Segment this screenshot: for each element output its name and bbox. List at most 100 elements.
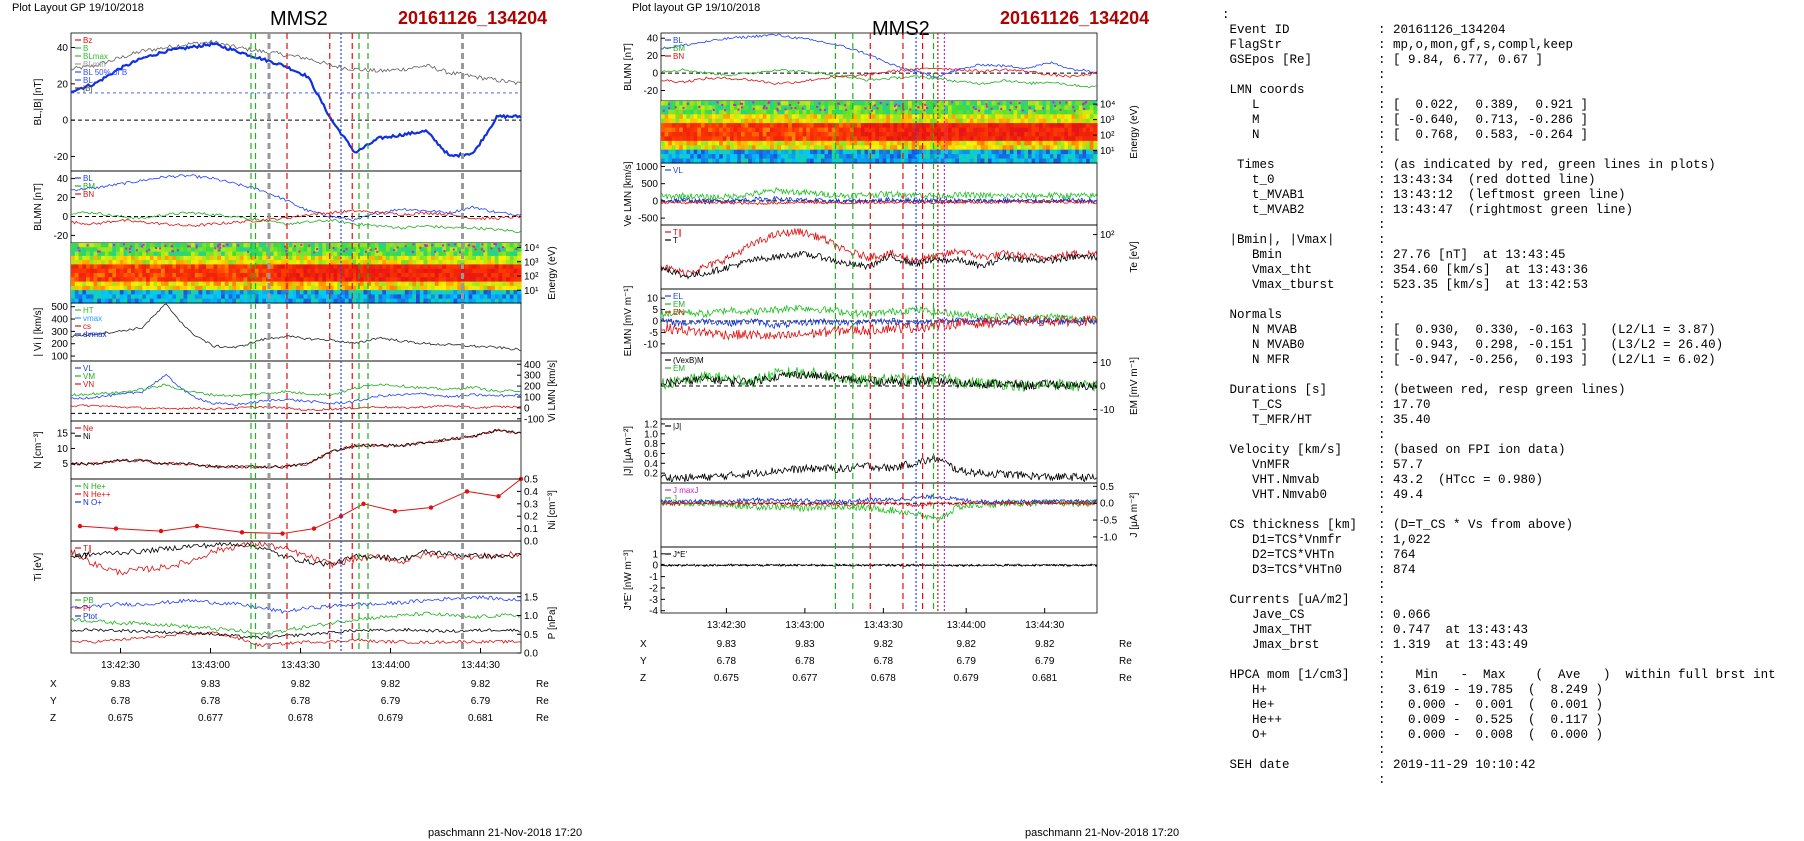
spectrogram-cell [71, 247, 76, 253]
spectrogram-cell [112, 247, 117, 253]
spectrogram-cell [893, 123, 898, 129]
spectrogram-cell [708, 105, 713, 111]
spectrogram-cell [940, 118, 945, 124]
spectrogram-cell [352, 268, 357, 274]
spectrogram-cell [1013, 132, 1018, 137]
legend-entry: N He+ [83, 482, 106, 491]
spectrogram-speckle [1072, 106, 1075, 109]
spectrogram-speckle [776, 107, 779, 110]
data-segment [498, 478, 522, 497]
spectrogram-cell [142, 281, 147, 287]
spectrogram-cell [386, 255, 391, 261]
spectrogram-cell [737, 154, 742, 160]
spectrogram-cell [864, 101, 869, 106]
spectrogram-cell [127, 285, 132, 291]
spectrogram-cell [740, 145, 746, 151]
spectrogram-cell [108, 277, 113, 283]
spectrogram-speckle [784, 108, 787, 111]
position-row-name: Y [640, 656, 647, 667]
spectrogram-cell [427, 285, 432, 291]
spectrogram-cell [97, 298, 102, 304]
spectrogram-speckle [741, 106, 744, 109]
spectrogram-cell [412, 273, 417, 278]
spectrogram-cell [198, 247, 203, 253]
spectrogram-cell [1035, 118, 1040, 124]
spectrogram-cell [875, 114, 880, 120]
spectrogram-cell [303, 247, 308, 253]
spectrogram-cell [966, 127, 971, 133]
spectrogram-cell [770, 105, 775, 111]
spectrogram-cell [112, 290, 117, 295]
spectrogram-cell [860, 132, 865, 137]
spectrogram-speckle [789, 104, 791, 106]
spectrogram-cell [299, 260, 305, 265]
spectrogram-cell [1093, 145, 1098, 151]
spectrogram-cell [813, 132, 818, 137]
spectrogram-cell [1020, 114, 1025, 120]
position-value: 9.82 [1035, 639, 1055, 650]
spectrogram-cell [1071, 154, 1076, 160]
spectrogram-cell [755, 136, 760, 142]
spectrogram-cell [104, 294, 110, 300]
spectrogram-cell [434, 298, 440, 304]
spectrogram-cell [701, 145, 706, 151]
spectrogram-cell [813, 109, 818, 115]
spectrogram-cell [288, 273, 293, 278]
spectrogram-cell [1024, 105, 1029, 111]
spectrogram-cell [472, 285, 477, 291]
spectrogram-cell [352, 298, 357, 304]
spectrogram-cell [879, 132, 884, 137]
spectrogram-cell [893, 149, 898, 155]
y-tick-label: -5 [649, 328, 658, 339]
spectrogram-cell [762, 123, 767, 129]
spectrogram-speckle [369, 248, 372, 251]
spectrogram-cell [153, 281, 158, 287]
y-tick-label: -1.0 [1100, 532, 1118, 543]
spectrogram-cell [748, 145, 753, 151]
spectrogram-cell [919, 154, 924, 160]
spectrogram-cell [168, 290, 173, 295]
info-value: 13:43:34 (red dotted line) [1393, 173, 1596, 187]
spectrogram-cell [367, 255, 372, 261]
spectrogram-cell [168, 281, 173, 287]
spectrogram-cell [733, 145, 738, 151]
spectrogram-cell [446, 268, 451, 274]
spectrogram-cell [513, 255, 518, 261]
spectrogram-cell [915, 127, 920, 133]
spectrogram-cell [791, 154, 796, 160]
spectrogram-cell [153, 294, 158, 300]
spectrogram-cell [483, 255, 488, 261]
x-tick-label: 13:44:00 [947, 620, 986, 631]
spectrogram-cell [371, 298, 376, 304]
spectrogram-cell [187, 251, 192, 257]
spectrogram-cell [277, 290, 282, 295]
spectrogram-cell [722, 114, 727, 120]
spectrogram-cell [958, 140, 964, 146]
spectrogram-cell [341, 260, 346, 265]
spectrogram-cell [382, 255, 387, 261]
spectrogram-cell [224, 247, 230, 253]
spectrogram-cell [973, 109, 978, 115]
spectrogram-cell [389, 294, 395, 300]
spectrogram-cell [948, 101, 953, 106]
spectrogram-cell [788, 123, 793, 129]
legend-entry: T∥ [673, 228, 682, 237]
spectrogram-cell [1093, 114, 1098, 120]
spectrogram-cell [494, 247, 500, 253]
spectrogram-cell [356, 264, 361, 270]
spectrogram-cell [191, 255, 196, 261]
info-colon: : [1378, 113, 1394, 127]
spectrogram-cell [661, 114, 666, 120]
spectrogram-cell [988, 145, 993, 151]
info-row: Vmax_tburst: 523.35 [km/s] at 13:42:53 [1222, 278, 1776, 293]
spectrogram-cell [146, 281, 151, 287]
spectrogram-cell [86, 268, 91, 274]
spectrogram-cell [258, 294, 263, 300]
panel-6: 100-10 EM [mV m⁻¹](VexB)MEM [660, 352, 1140, 420]
spectrogram-cell [78, 273, 83, 278]
series-PB [70, 595, 522, 614]
spectrogram-cell [813, 158, 818, 164]
spectrogram-cell [483, 294, 488, 300]
spectrogram-cell [744, 101, 749, 106]
